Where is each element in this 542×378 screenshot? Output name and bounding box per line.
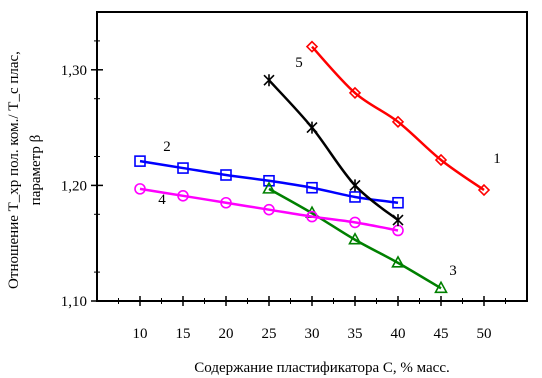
series-line-2 — [139, 159, 399, 204]
x-tick-label: 10 — [133, 326, 148, 342]
data-point-s2 — [306, 181, 318, 194]
series-label-3: 3 — [449, 263, 457, 279]
plot-frame — [96, 11, 528, 302]
data-point-s1 — [434, 153, 448, 167]
y-tick-label: 1,20 — [61, 178, 87, 194]
data-point-s4 — [349, 216, 361, 229]
series-label-4: 4 — [158, 192, 166, 208]
data-point-s2 — [134, 155, 146, 167]
series-line-5 — [268, 79, 399, 222]
data-point-s3 — [262, 181, 276, 194]
x-tick-label: 25 — [262, 326, 277, 342]
axis-x-label: Содержание пластификатора С, % масс. — [194, 360, 449, 376]
data-point-s1 — [305, 40, 319, 53]
data-point-s4 — [134, 183, 146, 195]
data-point-s2 — [177, 162, 189, 174]
series-line-4 — [139, 187, 399, 232]
axis-y-label: Отношение T_xp пол. ком./ T_c плас, пара… — [6, 51, 44, 289]
data-point-s5 — [349, 179, 361, 192]
x-tick-label: 30 — [305, 326, 320, 342]
data-point-s1 — [391, 115, 405, 128]
data-point-s4 — [263, 203, 275, 216]
series-line-1 — [311, 45, 485, 192]
x-tick-label: 15 — [176, 326, 191, 342]
data-point-s3 — [391, 255, 405, 268]
data-point-s2 — [349, 191, 361, 203]
x-tick-label: 35 — [348, 326, 363, 342]
data-point-s4 — [177, 190, 189, 202]
data-point-s4 — [306, 210, 318, 223]
data-point-s3 — [434, 280, 448, 294]
data-point-s2 — [220, 169, 232, 181]
x-tick-label: 20 — [219, 326, 234, 342]
data-point-s2 — [263, 174, 275, 187]
data-point-s2 — [392, 196, 404, 209]
data-point-s4 — [220, 196, 232, 209]
series-label-1: 1 — [493, 151, 501, 167]
data-point-s1 — [348, 86, 362, 100]
axis-y-label-line1: Отношение T_xp пол. ком./ T_c плас, — [6, 51, 22, 289]
x-tick-label: 50 — [477, 326, 492, 342]
series-label-2: 2 — [163, 139, 171, 155]
series-label-5: 5 — [295, 55, 303, 71]
data-point-s5 — [306, 121, 318, 134]
series-line-3 — [268, 187, 442, 290]
data-point-s3 — [348, 232, 362, 245]
data-point-s1 — [477, 183, 491, 197]
data-point-s5 — [263, 74, 275, 87]
x-tick-label: 40 — [391, 326, 406, 342]
y-tick-label: 1,30 — [61, 63, 87, 79]
data-point-s5 — [392, 214, 404, 227]
y-tick-label: 1,10 — [61, 294, 87, 310]
axis-y-label-line2: параметр β — [28, 135, 44, 206]
x-tick-label: 45 — [434, 326, 449, 342]
